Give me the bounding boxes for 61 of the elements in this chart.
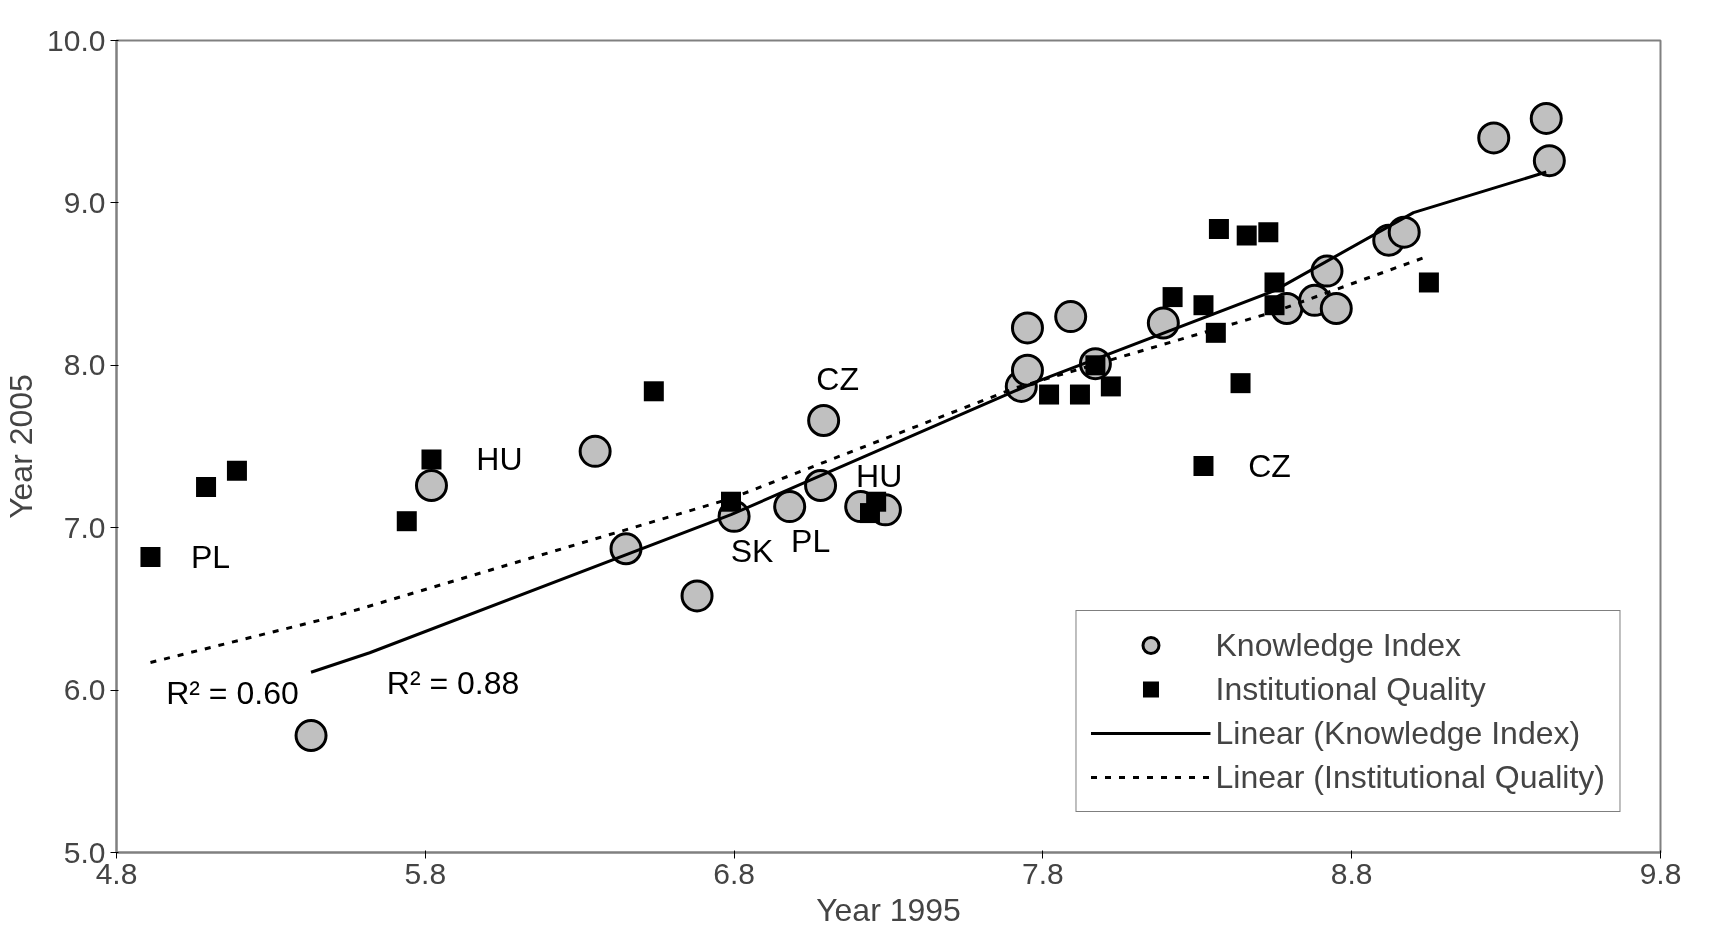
point [1529,101,1563,135]
point [1418,272,1439,293]
point [1162,287,1183,308]
point [414,469,448,502]
point [578,434,612,468]
annotation: PL [791,522,831,559]
annotation: R² = 0.60 [166,675,299,712]
x-tick-label: 7.8 [1022,856,1064,890]
point [721,491,742,512]
legend-label: Linear (Knowledge Index) [1215,714,1581,752]
y-axis-title: Year 2005 [3,374,40,519]
y-tick-label: 7.0 [63,510,106,544]
point [680,579,714,613]
legend-label: Linear (Institutional Quality) [1215,758,1605,796]
point [1319,291,1353,325]
annotation: CZ [1248,447,1291,484]
point [1010,311,1044,345]
point [1208,218,1229,239]
legend-label: Institutional Quality [1215,670,1486,708]
x-tick-label: 9.8 [1639,856,1682,890]
point [1264,295,1285,316]
legend-label: Knowledge Index [1215,626,1461,664]
x-axis-title: Year 1995 [816,891,961,928]
point [1258,222,1279,243]
x-tick-label: 6.8 [713,856,755,890]
point [1054,300,1088,334]
point [1205,322,1226,343]
annotation: HU [476,441,523,478]
annotation: R² = 0.88 [386,665,520,702]
point [294,719,328,753]
point [421,449,442,470]
point [1193,295,1214,316]
point [1477,121,1511,155]
point [1100,376,1121,397]
y-tick-label: 6.0 [63,673,106,707]
y-tick-label: 10.0 [47,23,106,57]
point [1010,353,1044,387]
y-tick-label: 8.0 [63,348,106,382]
point [1532,144,1566,178]
point [196,477,217,498]
annotation: SK [730,533,774,570]
point [1039,384,1060,405]
point [866,491,887,512]
point [1069,384,1090,405]
point [643,381,664,402]
point [396,511,417,532]
point [773,490,807,524]
point [1230,373,1251,394]
point [1387,215,1421,249]
point [807,404,841,437]
point [1193,455,1214,476]
annotation: CZ [816,360,859,397]
y-tick-label: 9.0 [63,185,106,219]
annotation: HU [856,457,903,494]
point [226,460,247,481]
point [1236,225,1257,246]
point [1146,306,1180,340]
x-tick-label: 8.8 [1330,856,1373,890]
x-tick-label: 5.8 [404,856,447,890]
point [140,546,161,567]
annotation: PL [190,538,231,575]
